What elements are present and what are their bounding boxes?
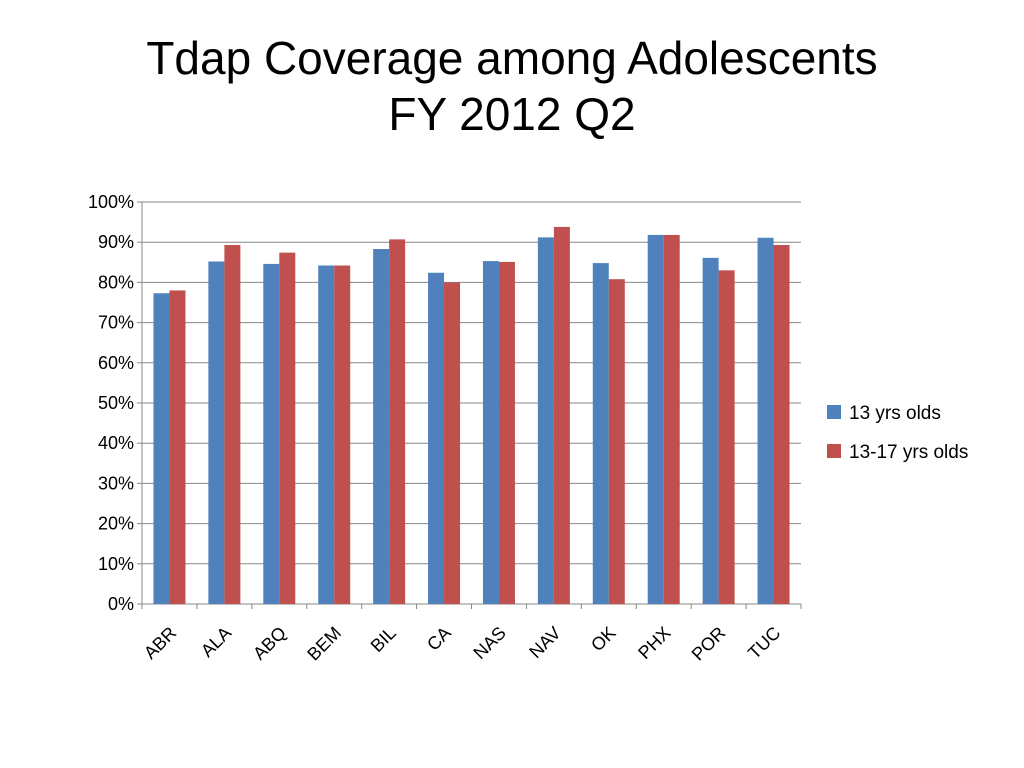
bar [608,279,625,604]
x-tick-label: NAS [469,623,509,663]
x-tick-label: NAV [525,623,564,662]
bar [389,239,406,605]
bar [444,282,461,604]
x-tick-label: POR [688,623,730,665]
bar [318,265,335,604]
bar [482,261,499,604]
bar [279,252,296,605]
bar [428,272,445,604]
bar [592,263,609,604]
y-tick-label: 60% [98,353,134,373]
legend-swatch [827,405,841,419]
x-tick-label: BEM [303,623,345,665]
x-tick-label: ABQ [249,623,290,664]
y-tick-label: 40% [98,433,134,453]
bar [498,261,515,604]
x-tick-label: ALA [197,623,235,661]
bar [224,245,241,604]
x-tick-label: ABR [140,623,180,663]
bar [702,257,719,604]
x-tick-label: BIL [367,623,400,656]
y-tick-label: 80% [98,272,134,292]
bar [757,237,774,604]
y-tick-label: 90% [98,232,134,252]
x-tick-label: OK [587,623,620,656]
y-tick-label: 30% [98,473,134,493]
bar [553,226,570,604]
bar [537,237,554,604]
legend-label: 13 yrs olds [849,403,941,424]
bar [663,234,680,605]
bar [773,245,790,604]
y-tick-label: 50% [98,393,134,413]
legend-swatch [827,444,841,458]
title-line-1: Tdap Coverage among Adolescents [146,32,878,84]
x-tick-label: TUC [744,623,784,663]
bar [208,261,225,604]
y-tick-label: 10% [98,554,134,574]
bar [334,265,351,604]
legend-label: 13-17 yrs olds [849,442,968,463]
slide-title: Tdap Coverage among Adolescents FY 2012 … [0,30,1024,142]
y-tick-label: 70% [98,313,134,333]
y-tick-label: 100% [88,192,134,212]
bar [647,234,664,605]
bar [718,270,735,604]
y-tick-label: 0% [108,594,134,614]
bar [263,263,280,604]
bar [373,249,390,604]
x-tick-label: PHX [634,623,674,663]
bar [153,293,170,604]
title-line-2: FY 2012 Q2 [388,88,636,140]
bar [169,290,186,604]
x-tick-label: CA [423,623,455,655]
y-tick-label: 20% [98,514,134,534]
